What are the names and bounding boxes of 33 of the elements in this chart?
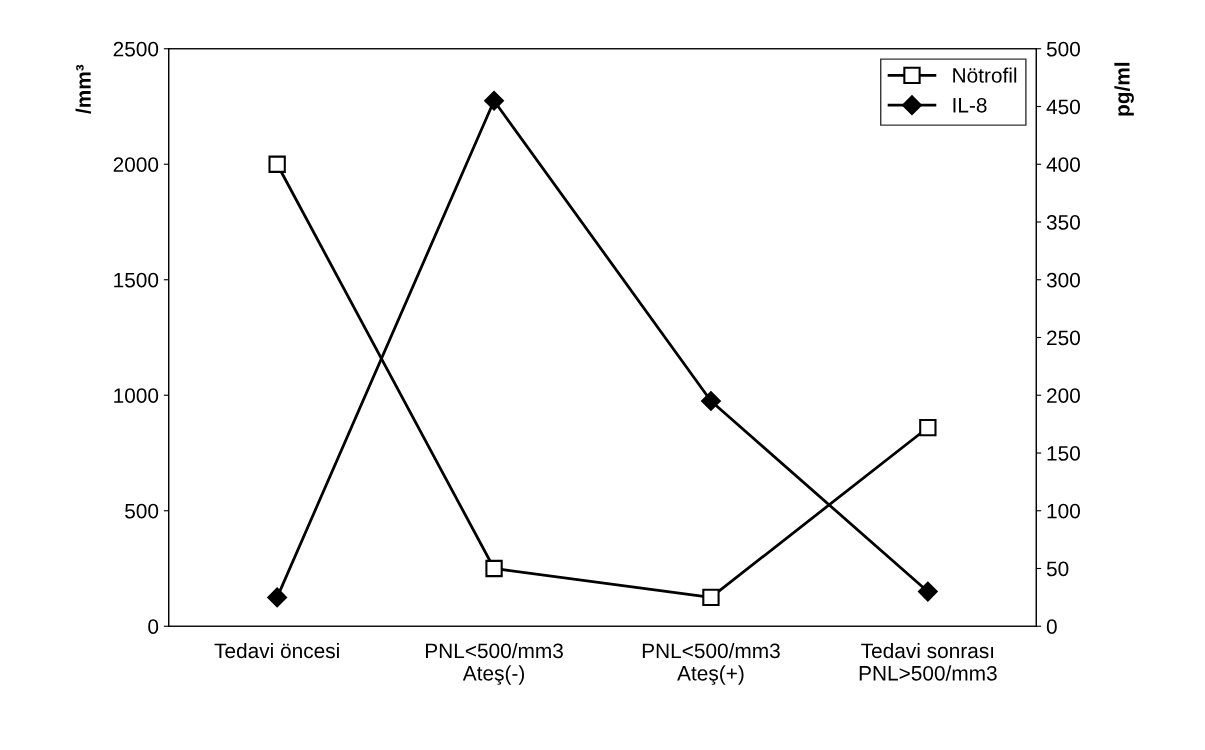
- y2-tick-label: 0: [1046, 619, 1057, 634]
- y2-tick-label: 150: [1047, 446, 1080, 461]
- y2-axis-title: pg/ml: [1114, 62, 1134, 116]
- y2-tick-label: 500: [1046, 41, 1080, 57]
- y2-tick-label: 450: [1046, 99, 1080, 115]
- y-tick-label: 2000: [113, 157, 159, 172]
- point: [267, 587, 288, 608]
- point: [485, 559, 503, 578]
- y-tick-label: 2500: [113, 41, 159, 57]
- point: [484, 90, 504, 111]
- y-tick-label: 1500: [114, 272, 159, 288]
- y2-tick-label: 350: [1046, 215, 1080, 230]
- y2-tick-label: 200: [1047, 388, 1080, 403]
- y2-tick-label: 400: [1046, 157, 1080, 172]
- point: [701, 391, 721, 411]
- y2-tick-label: 100: [1047, 503, 1080, 519]
- x-tick-label: Tedavi sonrası PNL>500/mm3: [859, 642, 997, 681]
- y-tick-label: 0: [148, 619, 159, 634]
- y2-tick-label: 250: [1047, 330, 1080, 346]
- x-tick-label: PNL<500/mm3 Ateş(+): [642, 642, 780, 685]
- point: [919, 418, 937, 437]
- y2-tick-label: 300: [1046, 272, 1080, 288]
- x-tick-label: PNL<500/mm3 Ateş(-): [425, 642, 563, 685]
- y2-tick-label: 50: [1046, 561, 1069, 577]
- x-tick-label: Tedavi öncesi: [214, 642, 339, 659]
- point: [917, 581, 938, 602]
- y-tick-label: 1000: [114, 388, 159, 403]
- legend-label: Nötrofil: [953, 67, 1017, 83]
- point: [268, 155, 286, 173]
- point: [702, 588, 720, 607]
- legend-label: IL-8: [953, 97, 987, 113]
- y-axis-title: /mm³: [75, 64, 92, 114]
- y-tick-label: 500: [125, 503, 159, 519]
